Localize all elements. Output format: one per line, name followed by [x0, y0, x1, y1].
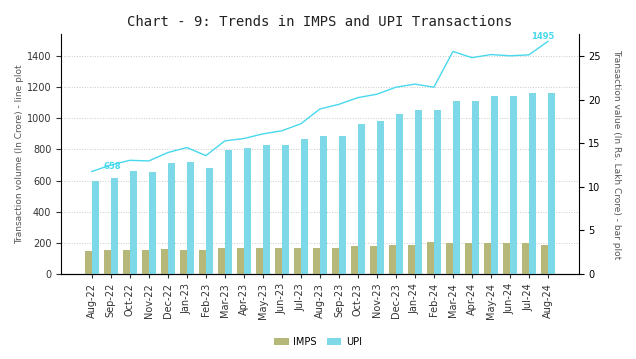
Bar: [198, 250, 206, 274]
Bar: [294, 248, 301, 274]
Bar: [522, 243, 529, 274]
Bar: [358, 124, 365, 274]
Bar: [332, 248, 339, 274]
Bar: [408, 245, 415, 274]
Bar: [529, 93, 536, 274]
Bar: [282, 145, 289, 274]
Bar: [111, 178, 118, 274]
Bar: [179, 250, 187, 274]
Bar: [350, 246, 358, 274]
Bar: [502, 243, 510, 274]
Bar: [370, 246, 377, 274]
Text: 1495: 1495: [531, 32, 554, 41]
Bar: [92, 181, 99, 274]
Bar: [446, 243, 453, 274]
Bar: [301, 139, 308, 274]
Bar: [484, 243, 491, 274]
Bar: [168, 163, 175, 274]
Bar: [313, 248, 320, 274]
Bar: [396, 115, 403, 274]
Bar: [320, 136, 327, 274]
Y-axis label: Transaction volume (In Crore) - line plot: Transaction volume (In Crore) - line plo…: [15, 64, 24, 244]
Bar: [237, 248, 244, 274]
Bar: [472, 101, 479, 274]
Bar: [85, 251, 92, 274]
Y-axis label: Transaction value (In Rs. Lakh Crore) - bar plot: Transaction value (In Rs. Lakh Crore) - …: [612, 49, 621, 259]
Bar: [491, 96, 498, 274]
Legend: IMPS, UPI: IMPS, UPI: [270, 333, 366, 350]
Bar: [187, 162, 194, 274]
Bar: [453, 101, 460, 274]
Bar: [263, 145, 270, 274]
Text: 208: 208: [541, 246, 548, 259]
Bar: [130, 171, 137, 274]
Bar: [465, 243, 472, 274]
Bar: [149, 172, 156, 274]
Bar: [389, 245, 396, 274]
Bar: [541, 245, 548, 274]
Text: 658: 658: [103, 162, 121, 171]
Bar: [510, 96, 517, 274]
Bar: [427, 242, 434, 274]
Bar: [244, 148, 251, 274]
Text: 58: 58: [548, 192, 555, 201]
Bar: [123, 250, 130, 274]
Bar: [225, 150, 232, 274]
Text: 47: 47: [85, 262, 91, 271]
Bar: [142, 250, 149, 274]
Bar: [548, 93, 555, 274]
Bar: [161, 250, 168, 274]
Bar: [434, 110, 441, 274]
Text: 145: 145: [92, 229, 99, 243]
Bar: [218, 248, 225, 274]
Bar: [104, 250, 111, 274]
Bar: [206, 168, 213, 274]
Bar: [377, 121, 384, 274]
Text: 107: 107: [85, 249, 91, 262]
Title: Chart - 9: Trends in IMPS and UPI Transactions: Chart - 9: Trends in IMPS and UPI Transa…: [127, 15, 513, 29]
Bar: [415, 110, 422, 274]
Text: 45: 45: [541, 262, 548, 271]
Bar: [256, 248, 263, 274]
Bar: [275, 248, 282, 274]
Bar: [339, 136, 346, 274]
